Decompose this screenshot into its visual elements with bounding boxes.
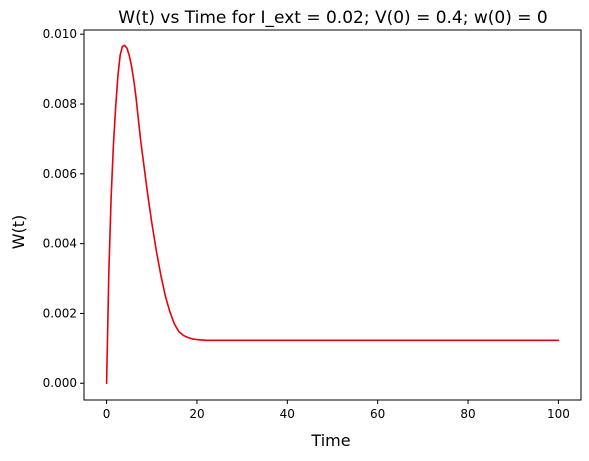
plot-area: 0 20 40 60 80 100 0.000 0.002 0.004 0.006 0.008 0.0… xyxy=(43,27,582,421)
y-tick-label: 0.006 xyxy=(43,167,77,181)
series-line-0 xyxy=(105,44,560,385)
y-axis-label: W(t) xyxy=(9,215,28,250)
y-tick-label: 0.010 xyxy=(43,27,77,41)
plot-frame xyxy=(83,29,582,401)
y-tick-label: 0.002 xyxy=(43,306,77,320)
x-tick-label: 80 xyxy=(460,407,475,421)
x-axis-label: Time xyxy=(310,431,350,450)
x-tick-label: 100 xyxy=(547,407,570,421)
y-tick-label: 0.000 xyxy=(43,376,77,390)
x-tick-label: 20 xyxy=(189,407,204,421)
x-tick-label: 0 xyxy=(103,407,111,421)
x-tick-label: 40 xyxy=(280,407,295,421)
chart-title: W(t) vs Time for I_ext = 0.02; V(0) = 0.… xyxy=(118,8,547,28)
y-tick-label: 0.004 xyxy=(43,237,77,251)
y-tick-label: 0.008 xyxy=(43,97,77,111)
x-tick-label: 60 xyxy=(370,407,385,421)
